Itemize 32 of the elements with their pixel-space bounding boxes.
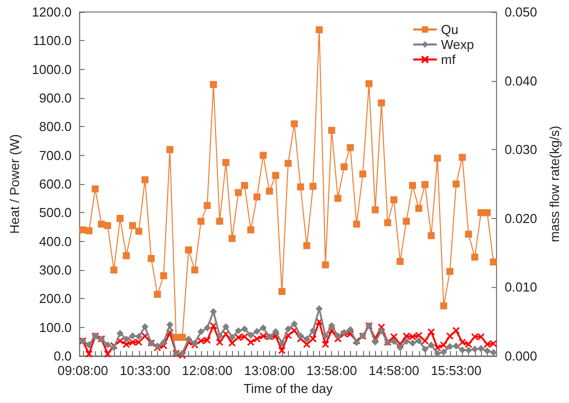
- y-tick-label: 100.0: [39, 320, 72, 335]
- y-tick-label: 300.0: [39, 262, 72, 278]
- y-tick-label: 900.0: [39, 90, 72, 106]
- y-tick-label: 1000.0: [32, 62, 72, 77]
- y2-tick-label: 0.020: [504, 210, 538, 226]
- y-tick-label: 400.0: [39, 234, 72, 249]
- legend-label: mf: [441, 52, 456, 67]
- y2-tick-label: 0.010: [504, 280, 538, 295]
- y2-tick-label: 0.000: [504, 348, 538, 364]
- x-tick-label: 09:08:00: [57, 363, 108, 378]
- x-tick-label: 10:33:00: [120, 363, 170, 378]
- x-tick-label: 13:58:00: [306, 363, 357, 378]
- y-tick-label: 200.0: [39, 291, 72, 306]
- x-tick-label: 12:08:00: [182, 363, 233, 378]
- y2-tick-label: 0.050: [504, 4, 538, 20]
- x-tick-label: 13:08:00: [244, 363, 295, 378]
- y-tick-label: 0.0: [54, 348, 72, 364]
- y-tick-label: 800.0: [39, 119, 72, 134]
- y2-tick-label: 0.040: [504, 73, 538, 88]
- y-tick-label: 1100.0: [32, 33, 72, 48]
- y-axis-title: Heat / Power (W): [7, 134, 22, 234]
- legend-label: Wexp: [441, 37, 474, 52]
- y-tick-label: 500.0: [39, 205, 72, 220]
- x-tick-label: 15:53:00: [430, 363, 482, 378]
- y-tick-label: 700.0: [39, 148, 72, 163]
- y2-tick-label: 0.030: [504, 142, 538, 158]
- y-tick-label: 600.0: [39, 176, 72, 192]
- y2-axis-title: mass flow rate(kg/s): [547, 126, 562, 242]
- legend-label: Qu: [441, 22, 458, 37]
- y-tick-label: 1200.0: [32, 4, 72, 20]
- x-axis-title: Time of the day: [244, 381, 334, 396]
- x-tick-label: 14:58:00: [368, 363, 420, 378]
